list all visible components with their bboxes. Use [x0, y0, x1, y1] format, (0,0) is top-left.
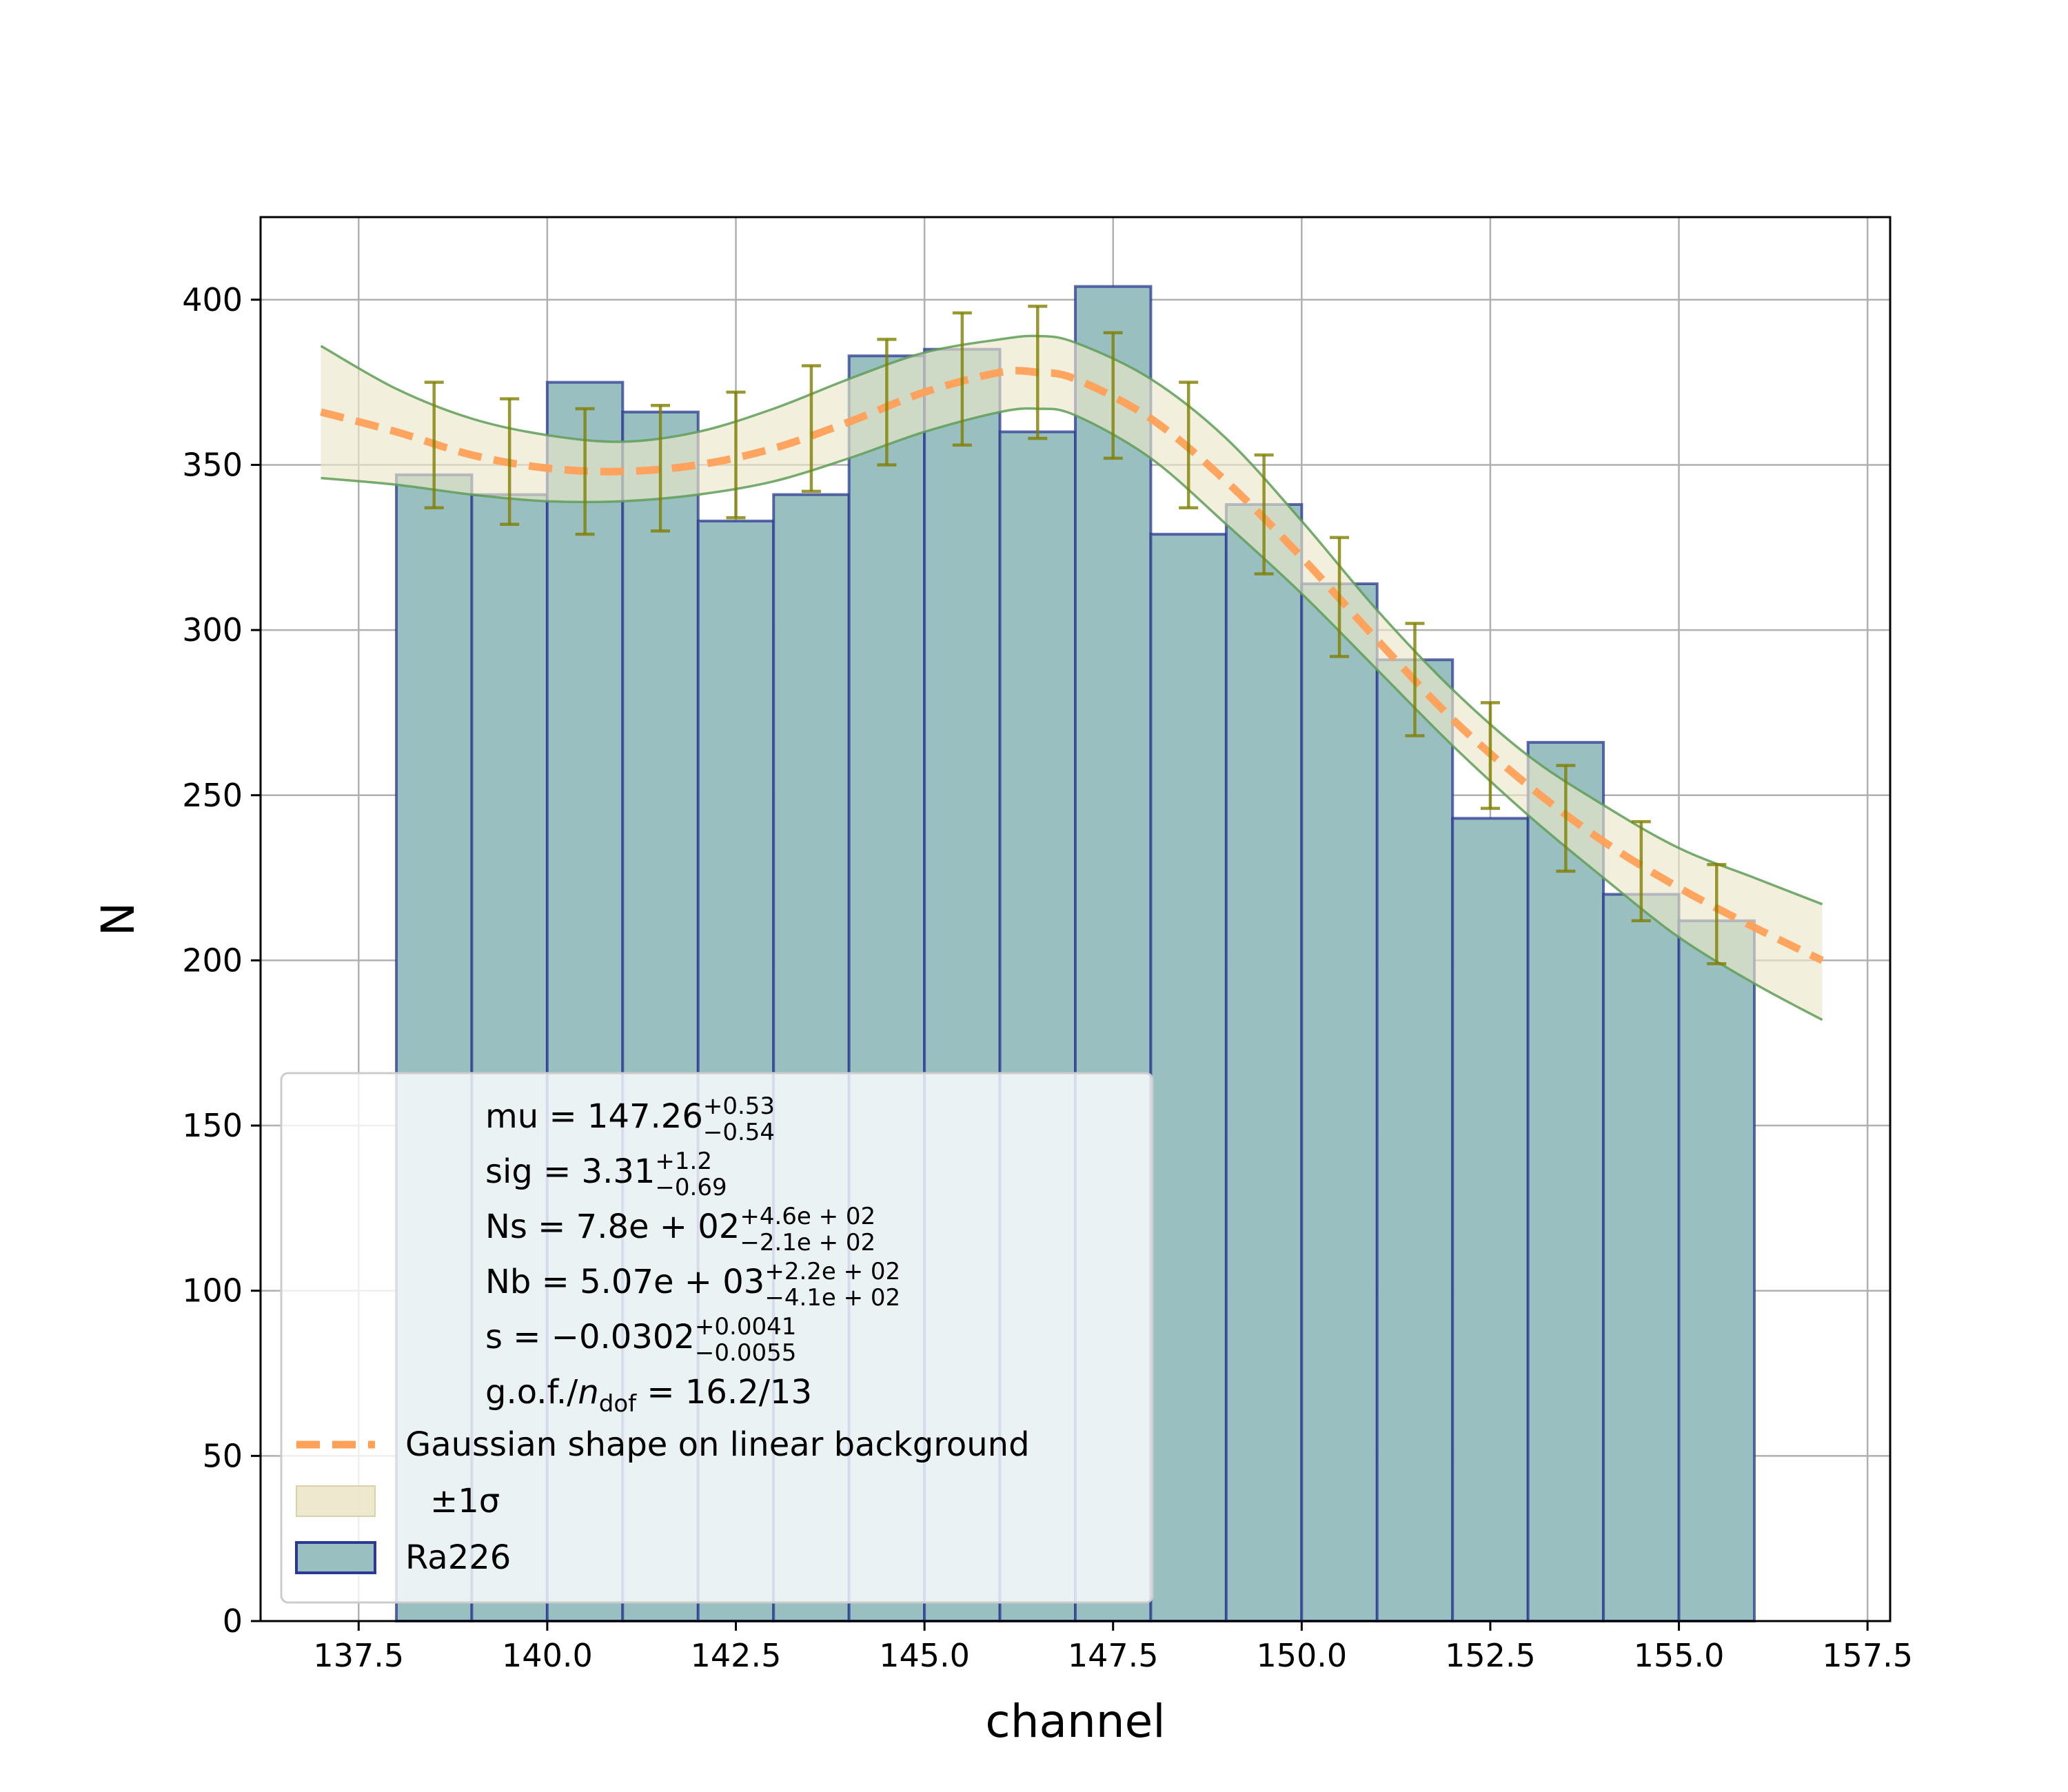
legend-param-Ns: Ns = 7.8e + 02+4.6e + 02 — [485, 1203, 875, 1246]
y-tick-label: 400 — [182, 281, 243, 318]
fit-curve — [320, 367, 1824, 964]
error-bar — [1254, 453, 1274, 576]
legend-param-Nb: Nb = 5.07e + 03+2.2e + 02 — [485, 1258, 900, 1301]
x-tick-label: 147.5 — [1068, 1637, 1159, 1674]
legend-param-sub: −0.0055 — [695, 1339, 796, 1367]
error-bar — [575, 407, 595, 536]
legend-bar-swatch — [295, 1541, 376, 1574]
y-tick-label: 100 — [182, 1272, 243, 1310]
y-tick-label: 150 — [182, 1107, 243, 1144]
y-tick-label: 200 — [182, 941, 243, 979]
legend-param-sub: −0.69 — [655, 1174, 727, 1201]
error-bar — [651, 403, 671, 533]
error-bar — [500, 397, 520, 526]
legend-param-sub: −2.1e + 02 — [740, 1229, 875, 1256]
x-axis-label: channel — [985, 1695, 1165, 1748]
bar — [1224, 502, 1304, 1623]
y-axis-label: N — [92, 902, 145, 936]
bar — [1451, 817, 1530, 1622]
error-bar — [877, 338, 897, 467]
fit-line — [320, 367, 1824, 964]
error-bar — [1330, 536, 1350, 658]
legend-gof: g.o.f./ndof = 16.2/13 — [485, 1373, 812, 1418]
legend-box — [280, 1072, 1154, 1604]
legend-param-sub: −0.54 — [703, 1119, 775, 1146]
error-bar — [801, 364, 821, 493]
legend-entries: Gaussian shape on linear background ±1σ Ra… — [295, 1425, 1030, 1577]
error-bar — [1028, 305, 1048, 440]
x-tick-label: 150.0 — [1256, 1637, 1347, 1674]
x-tick-label: 137.5 — [313, 1637, 404, 1674]
y-tick-label: 0 — [223, 1602, 243, 1640]
error-bar — [1707, 863, 1727, 966]
plot-frame — [259, 216, 1892, 1622]
x-tick-label: 142.5 — [691, 1637, 782, 1674]
y-tick-label: 300 — [182, 611, 243, 649]
bar — [1677, 919, 1756, 1622]
bar — [1526, 741, 1605, 1622]
error-bar — [1556, 764, 1576, 873]
error-bar — [1631, 819, 1651, 923]
bar — [1375, 658, 1454, 1622]
y-axis-ticks: 0 50 100 150 200 250 300 350 400 — [182, 281, 261, 1640]
error-bar — [424, 380, 444, 510]
error-bars — [424, 305, 1727, 966]
x-tick-label: 155.0 — [1634, 1637, 1725, 1674]
bar — [1149, 533, 1228, 1623]
y-tick-label: 250 — [182, 777, 243, 814]
legend-entry-label: Gaussian shape on linear background — [405, 1425, 1030, 1464]
x-tick-label: 140.0 — [502, 1637, 593, 1674]
legend-entry-bar: Ra226 — [295, 1538, 511, 1577]
y-tick-label: 350 — [182, 446, 243, 483]
y-tick-label: 50 — [202, 1437, 243, 1474]
legend-param-s: s = −0.0302+0.0041 — [485, 1313, 796, 1356]
legend-entry-line: Gaussian shape on linear background — [296, 1425, 1030, 1464]
bar — [1300, 582, 1379, 1622]
error-bar — [1480, 701, 1500, 811]
legend-entry-label: ±1σ — [430, 1482, 500, 1520]
legend-param-mu: mu = 147.26+0.53 — [485, 1092, 775, 1136]
legend-param-sig: sig = 3.31+1.2 — [485, 1148, 712, 1191]
x-tick-label: 152.5 — [1445, 1637, 1536, 1674]
error-bar — [1103, 331, 1123, 460]
error-bar — [952, 311, 972, 447]
error-bar — [726, 390, 746, 520]
legend-entry-label: Ra226 — [405, 1538, 511, 1577]
bar — [1602, 893, 1681, 1622]
error-bar — [1179, 380, 1199, 510]
legend-param-sub: −4.1e + 02 — [764, 1284, 900, 1312]
x-axis-ticks: 137.5 140.0 142.5 145.0 147.5 150.0 152.5 155.0… — [313, 1621, 1913, 1674]
legend-band-swatch — [296, 1485, 376, 1517]
error-bar — [1405, 622, 1425, 737]
x-tick-label: 157.5 — [1822, 1637, 1913, 1674]
band-lower-edge — [321, 407, 1823, 1021]
x-tick-label: 145.0 — [879, 1637, 970, 1674]
legend-entry-band: ±1σ — [296, 1482, 500, 1520]
